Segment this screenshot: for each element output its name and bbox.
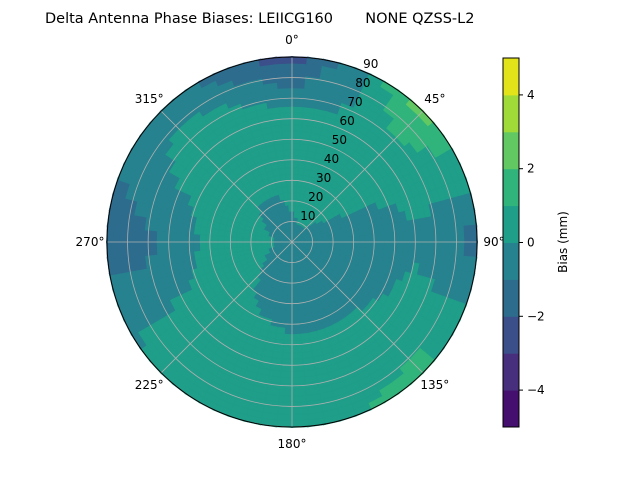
radial-tick-label: 50 xyxy=(332,133,347,147)
radial-tick-label: 90 xyxy=(363,57,378,71)
chart-title: Delta Antenna Phase Biases: LEIICG160 NO… xyxy=(45,11,474,27)
colorbar-bin xyxy=(503,205,519,243)
angular-gridline xyxy=(160,110,293,243)
angular-tick-label: 180° xyxy=(278,437,307,451)
radial-tick-label: 10 xyxy=(300,209,315,223)
radial-tick-label: 60 xyxy=(340,114,355,128)
colorbar-tick-label: 0 xyxy=(527,236,535,250)
angular-tick-label: 0° xyxy=(285,33,299,47)
colorbar-bin xyxy=(503,242,519,280)
radial-tick-label: 40 xyxy=(324,152,339,166)
colorbar-bin xyxy=(503,390,519,428)
angular-gridline xyxy=(291,241,424,374)
contour-cell xyxy=(274,56,294,65)
colorbar-tick-label: −2 xyxy=(527,309,545,323)
angular-tick-label: 225° xyxy=(135,378,164,392)
angular-gridline xyxy=(291,110,424,243)
colorbar-tick-label: 4 xyxy=(527,88,535,102)
colorbar-tick-label: −4 xyxy=(527,383,545,397)
polar-grid xyxy=(106,56,478,428)
angular-tick-label: 270° xyxy=(76,235,105,249)
radial-tick-label: 70 xyxy=(347,95,362,109)
radial-tick-label: 20 xyxy=(308,190,323,204)
colorbar: −4 −2 0 2 4 xyxy=(502,57,545,428)
angular-tick-labels: 0° 45° 90° 135° 180° 225° 270° 315° xyxy=(76,33,505,451)
colorbar-label: Bias (mm) xyxy=(556,211,570,273)
colorbar-tick-label: 2 xyxy=(527,162,535,176)
angular-tick-label: 315° xyxy=(135,92,164,106)
radial-tick-label: 80 xyxy=(355,76,370,90)
colorbar-bin xyxy=(503,94,519,133)
angular-gridline xyxy=(160,241,293,374)
radial-tick-label: 30 xyxy=(316,171,331,185)
angular-tick-label: 135° xyxy=(420,378,449,392)
colorbar-bin xyxy=(503,168,519,207)
colorbar-bin xyxy=(503,131,519,170)
contour-fill xyxy=(106,56,478,428)
polar-frame xyxy=(106,56,478,428)
radial-tick-labels: 10 20 30 40 50 60 70 80 90 xyxy=(300,57,378,223)
colorbar-bin xyxy=(503,279,519,317)
angular-tick-label: 90° xyxy=(483,235,504,249)
colorbar-bin xyxy=(503,316,519,354)
angular-tick-label: 45° xyxy=(424,92,445,106)
colorbar-bin xyxy=(503,58,519,96)
colorbar-bin xyxy=(503,353,519,391)
